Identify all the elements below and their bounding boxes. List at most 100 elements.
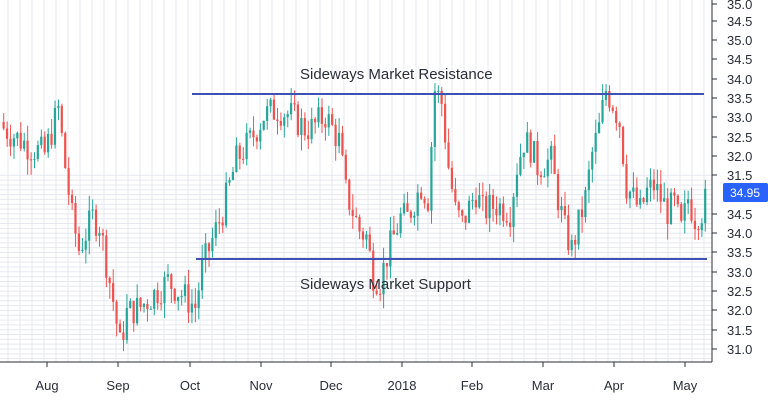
candle-body: [628, 191, 632, 199]
candle-down: [70, 189, 74, 210]
last-price-tag: 34.95: [723, 183, 768, 202]
x-tick-label: Apr: [604, 378, 625, 393]
candle-down: [697, 225, 700, 241]
candle-body: [532, 141, 536, 163]
candle-up: [587, 160, 590, 204]
candle-body: [94, 209, 98, 236]
last-price-tag-background: [723, 183, 768, 202]
axes: 35.0 34.5 35.0 34.5 34.0 33.5 33.0 32.5 32.0 31.5…: [0, 0, 752, 393]
candle-up: [98, 226, 101, 247]
candle-body: [495, 209, 498, 216]
candle-body: [40, 136, 43, 146]
candle-body: [9, 138, 12, 147]
candle-body: [392, 230, 395, 235]
candle-body: [43, 136, 46, 153]
candle-body: [53, 108, 57, 145]
x-tick-label: Dec: [319, 378, 343, 393]
candle-body: [584, 190, 587, 218]
candle-down: [474, 187, 478, 215]
candle-body: [163, 276, 166, 304]
candle-up: [365, 230, 368, 249]
candle-body: [488, 194, 491, 219]
candle-up: [266, 98, 269, 130]
candle-down: [502, 196, 505, 228]
candle-body: [642, 198, 645, 203]
candle-down: [108, 276, 111, 299]
candle-down: [621, 125, 625, 167]
candle-body: [676, 195, 679, 205]
candle-body: [105, 235, 108, 278]
candle-body: [283, 117, 286, 126]
candle-body: [259, 129, 262, 142]
candle-down: [19, 122, 22, 152]
x-tick-label: Sep: [106, 378, 129, 393]
candle-body: [604, 90, 608, 100]
chart-grid: [0, 0, 712, 362]
candle-down: [495, 196, 498, 225]
candle-down: [464, 215, 467, 230]
y-tick-label: 31.5: [727, 168, 752, 183]
candle-body: [177, 297, 180, 301]
candle-body: [204, 243, 207, 260]
candle-body: [396, 233, 399, 235]
candle-down: [50, 119, 53, 149]
candle-up: [560, 196, 563, 223]
x-tick-label: Nov: [249, 378, 273, 393]
candle-body: [669, 192, 673, 225]
candle-up: [142, 302, 146, 313]
candle-up: [40, 129, 43, 149]
candle-body: [139, 297, 142, 307]
y-tick-label: 34.0: [727, 72, 752, 87]
y-tick-label: 35.0: [727, 0, 752, 12]
candle-body: [64, 132, 67, 169]
candle-down: [659, 170, 662, 214]
candle-down: [9, 124, 12, 156]
candle-body: [77, 233, 81, 251]
candle-down: [313, 116, 317, 134]
candle-down: [60, 103, 63, 137]
candle-down: [307, 120, 310, 149]
candle-body: [539, 175, 543, 178]
candle-up: [663, 182, 666, 202]
candle-up: [519, 143, 522, 177]
candle-down: [385, 263, 389, 280]
candle-body: [587, 169, 590, 191]
candle-body: [409, 211, 412, 218]
candle-down: [170, 273, 173, 303]
candle-up: [177, 296, 180, 311]
candle-body: [341, 132, 344, 155]
candle-body: [88, 210, 91, 241]
candle-down: [2, 112, 5, 131]
candle-up: [269, 97, 272, 113]
candle-body: [512, 196, 515, 227]
candle-body: [368, 234, 371, 251]
candle-up: [310, 107, 313, 144]
candle-down: [146, 299, 149, 322]
candle-body: [443, 103, 447, 143]
candle-up: [515, 163, 519, 207]
candle-down: [618, 121, 621, 138]
candle-body: [546, 159, 549, 177]
candle-body: [597, 122, 601, 134]
candle-body: [307, 135, 310, 140]
candle-up: [628, 190, 632, 209]
candle-down: [207, 242, 211, 267]
candle-up: [135, 284, 139, 326]
candle-up: [704, 179, 707, 232]
candle-body: [313, 119, 317, 123]
candle-down: [105, 229, 108, 288]
candle-down: [74, 195, 77, 247]
candle-body: [101, 232, 104, 236]
candle-body: [502, 203, 505, 221]
candle-body: [550, 145, 553, 160]
candle-down: [331, 107, 334, 127]
candle-body: [146, 303, 149, 309]
candle-down: [420, 186, 423, 201]
candle-down: [481, 182, 484, 212]
x-tick-label: Feb: [461, 378, 483, 393]
candle-body: [700, 223, 703, 231]
candle-up: [231, 166, 235, 181]
candle-body: [16, 132, 19, 139]
candle-down: [132, 300, 135, 332]
candle-up: [200, 244, 204, 299]
